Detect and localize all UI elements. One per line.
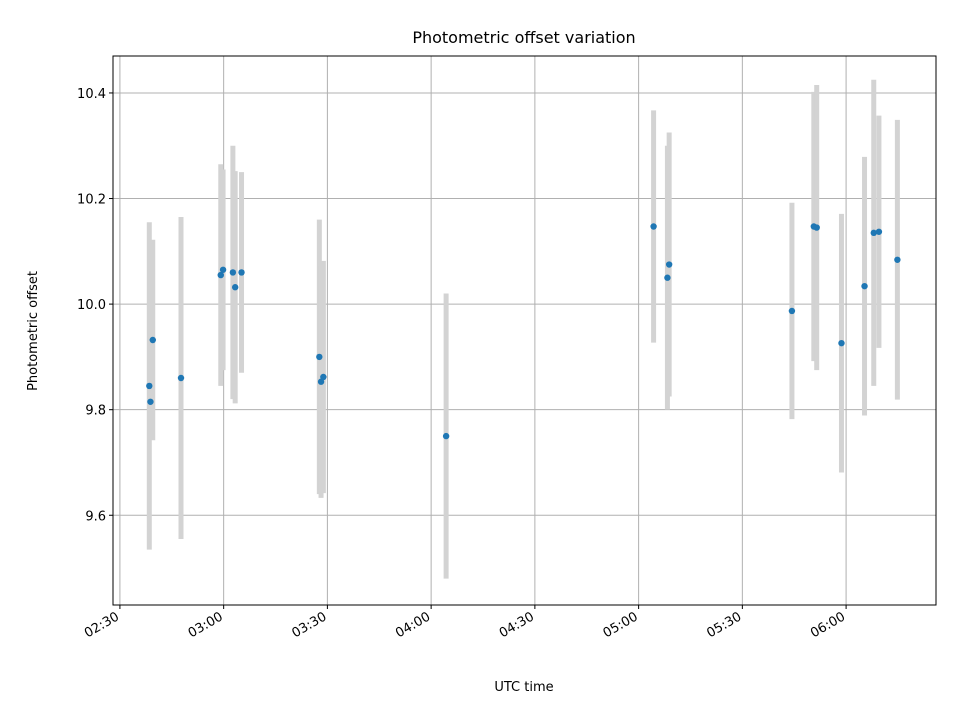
data-point <box>875 228 883 235</box>
data-point <box>219 266 227 273</box>
data-points <box>146 223 901 440</box>
data-point <box>813 224 820 231</box>
data-point <box>665 261 673 268</box>
x-tick-label: 05:00 <box>601 609 641 641</box>
y-tick-label: 10.2 <box>77 193 106 208</box>
data-point <box>146 382 153 390</box>
data-point <box>147 398 154 405</box>
data-point <box>149 336 156 344</box>
x-axis-ticks: 02:30 03:00 03:30 04:00 04:30 05:00 05:30 06:00 <box>82 605 848 641</box>
data-point <box>238 269 245 276</box>
x-tick-label: 04:30 <box>497 609 537 641</box>
data-point <box>177 374 185 382</box>
y-tick-label: 9.8 <box>85 404 106 419</box>
data-point <box>317 378 325 385</box>
data-point <box>788 307 796 315</box>
y-axis-label: Photometric offset <box>26 271 41 391</box>
data-point <box>838 339 845 347</box>
grid-lines <box>113 56 936 605</box>
x-tick-label: 06:00 <box>808 609 848 641</box>
data-point <box>231 284 239 291</box>
data-point <box>664 274 671 281</box>
x-tick-label: 03:00 <box>186 609 226 641</box>
data-point <box>894 256 901 263</box>
y-tick-label: 10.4 <box>77 87 106 102</box>
y-tick-label: 10.0 <box>77 298 106 313</box>
data-point <box>870 229 877 237</box>
y-tick-label: 9.6 <box>85 509 106 524</box>
data-point <box>217 271 224 279</box>
error-bars <box>146 79 900 579</box>
y-axis-ticks: 9.6 9.8 10.0 10.2 10.4 <box>77 87 113 524</box>
data-point <box>861 282 868 290</box>
plot-frame <box>112 55 937 606</box>
x-axis-label: UTC time <box>494 680 553 695</box>
data-point <box>442 432 450 440</box>
data-point <box>229 269 237 276</box>
x-tick-label: 05:30 <box>704 609 744 641</box>
x-tick-label: 04:00 <box>393 609 433 641</box>
data-point <box>320 373 327 381</box>
x-tick-label: 03:30 <box>289 609 329 641</box>
data-point <box>316 353 323 361</box>
x-tick-label: 02:30 <box>82 609 122 641</box>
data-point <box>650 223 657 230</box>
chart-title: Photometric offset variation <box>412 28 635 47</box>
